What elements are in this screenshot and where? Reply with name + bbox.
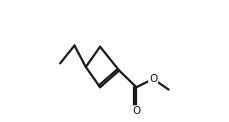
Text: O: O: [148, 74, 157, 84]
Text: O: O: [132, 106, 140, 116]
